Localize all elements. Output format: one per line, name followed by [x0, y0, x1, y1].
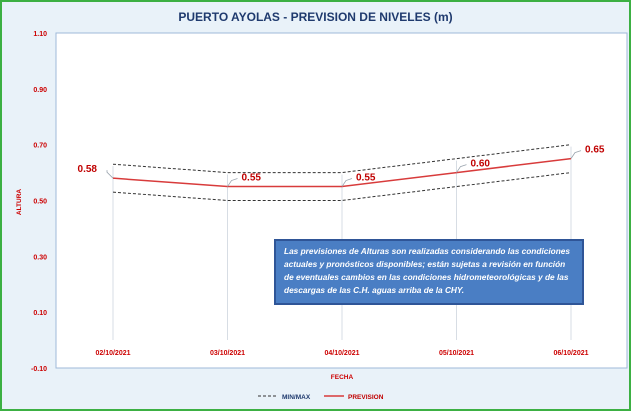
legend-label-prevision: PREVISION [348, 394, 384, 401]
x-tick-label: 02/10/2021 [95, 350, 130, 357]
y-tick-label: -0.10 [31, 366, 47, 373]
annotation-box: Las previsiones de Alturas son realizada… [274, 239, 584, 305]
data-label-leader [456, 164, 467, 173]
series-line-minmax-0 [112, 144, 572, 174]
legend-label-minmax: MIN/MAX [282, 394, 311, 401]
x-tick-label: 03/10/2021 [210, 350, 245, 357]
data-label-leader [341, 178, 353, 187]
y-axis-title: ALTURA [16, 189, 23, 216]
data-label: 0.65 [585, 145, 605, 156]
data-label-leader [570, 150, 582, 159]
data-label: 0.55 [356, 173, 376, 184]
series-line-minmax-1 [112, 172, 572, 201]
x-tick-label: 05/10/2021 [439, 350, 474, 357]
chart-title: PUERTO AYOLAS - PREVISION DE NIVELES (m) [178, 10, 453, 24]
data-label: 0.55 [242, 173, 262, 184]
x-axis-title: FECHA [331, 374, 354, 381]
data-label: 0.58 [78, 164, 98, 175]
data-label: 0.60 [471, 159, 491, 170]
y-tick-label: 1.10 [33, 31, 47, 38]
y-tick-label: 0.90 [33, 87, 47, 94]
y-tick-label: 0.50 [33, 199, 47, 206]
y-tick-label: 0.70 [33, 143, 47, 150]
y-tick-label: 0.10 [33, 310, 47, 317]
x-tick-label: 06/10/2021 [553, 350, 588, 357]
y-tick-label: 0.30 [33, 254, 47, 261]
data-label-leader [106, 170, 114, 179]
data-label-leader [227, 178, 238, 187]
x-tick-label: 04/10/2021 [324, 350, 359, 357]
